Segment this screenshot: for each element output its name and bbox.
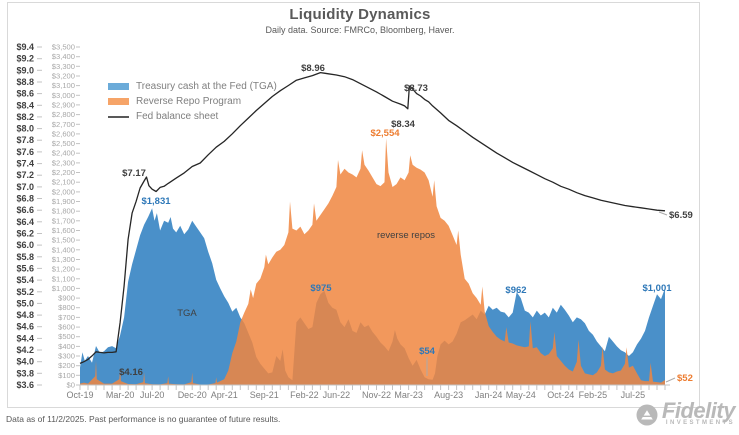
tga-swatch-icon [108,83,129,90]
chart-subtitle: Daily data. Source: FMRCo, Bloomberg, Ha… [265,25,455,35]
legend-item-tga: Treasury cash at the Fed (TGA) [108,79,277,94]
fidelity-wordmark: Fidelity [661,398,736,423]
legend: Treasury cash at the Fed (TGA) Reverse R… [108,79,277,124]
chart-frame [7,2,700,408]
fidelity-logo: Fidelity INVESTMENTS [635,400,735,427]
fidelity-emblem-icon [636,404,658,426]
fidelity-investments-text: INVESTMENTS [665,420,735,426]
page-title: Liquidity Dynamics [289,6,431,23]
disclaimer-text: Data as of 11/2/2025. Past performance i… [6,414,281,424]
legend-item-rrp: Reverse Repo Program [108,94,277,109]
legend-item-balance-sheet: Fed balance sheet [108,109,277,124]
legend-label-tga: Treasury cash at the Fed (TGA) [136,81,277,92]
legend-label-balance-sheet: Fed balance sheet [136,111,219,122]
rrp-swatch-icon [108,98,129,105]
legend-label-rrp: Reverse Repo Program [136,96,242,107]
balance-sheet-swatch-icon [108,115,129,118]
